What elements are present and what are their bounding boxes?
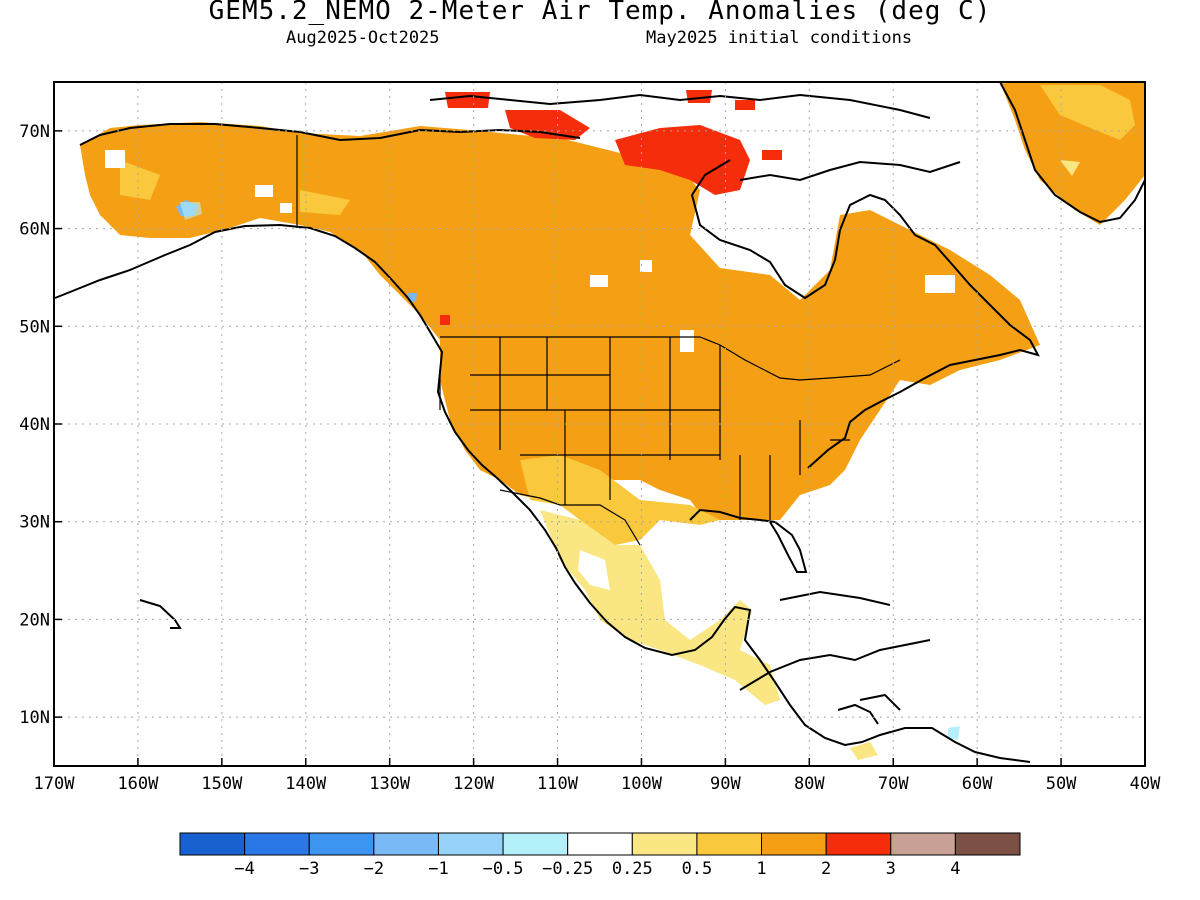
colorbar-label: 4 (950, 859, 960, 879)
initial-conditions: May2025 initial conditions (646, 28, 913, 48)
lon-label: 90W (710, 774, 741, 794)
anomaly-field (80, 82, 1145, 760)
colorbar-swatch (890, 832, 956, 856)
lon-label: 170W (34, 774, 76, 794)
lon-label: 50W (1046, 774, 1077, 794)
colorbar-label: −2 (364, 859, 384, 879)
colorbar-label: 3 (886, 859, 896, 879)
colorbar-swatch (696, 832, 763, 856)
lon-label: 130W (369, 774, 411, 794)
colorbar-swatch (567, 832, 633, 856)
colorbar-label: 0.25 (612, 859, 653, 879)
lat-label: 30N (19, 513, 50, 533)
lon-label: 80W (794, 774, 825, 794)
colorbar-swatch (631, 832, 698, 856)
borders (296, 135, 901, 546)
lon-label: 70W (878, 774, 909, 794)
lon-label: 110W (537, 774, 579, 794)
lat-label: 70N (19, 122, 50, 142)
colorbar-swatch (825, 832, 892, 856)
colorbar-swatch (954, 832, 1021, 856)
colorbar-label: −0.25 (542, 859, 593, 879)
lon-label: 100W (621, 774, 663, 794)
colorbar-swatch (308, 832, 375, 856)
colorbar: −4 −3 −2 −1 −0.5 −0.25 0.25 0.5 1 2 3 4 (179, 832, 1021, 879)
longitude-labels: 170W 160W 150W 140W 130W 120W 110W 100W 90W 80W 70… (34, 758, 1161, 794)
anomaly-region-pale-yellow (540, 510, 780, 705)
lon-label: 60W (962, 774, 993, 794)
lon-label: 40W (1130, 774, 1161, 794)
colorbar-swatch (179, 832, 246, 856)
lon-label: 140W (285, 774, 327, 794)
colorbar-swatch (244, 832, 310, 856)
colorbar-swatch (502, 832, 569, 856)
lon-label: 160W (117, 774, 159, 794)
colorbar-label: −0.5 (483, 859, 524, 879)
latitude-labels: 70N 60N 50N 40N 30N 20N 10N (19, 122, 62, 728)
colorbar-label: 0.5 (682, 859, 713, 879)
lat-label: 10N (19, 708, 50, 728)
colorbar-label: −3 (299, 859, 319, 879)
lat-label: 40N (19, 415, 50, 435)
colorbar-swatch (437, 832, 504, 856)
lon-label: 120W (453, 774, 495, 794)
chart-title: GEM5.2_NEMO 2-Meter Air Temp. Anomalies … (208, 0, 992, 26)
anomaly-region-light-orange (520, 455, 720, 545)
anomaly-region-red (615, 125, 750, 195)
colorbar-label: 2 (821, 859, 831, 879)
colorbar-swatch (373, 832, 439, 856)
lon-label: 150W (201, 774, 243, 794)
coastlines (54, 82, 1145, 763)
lat-label: 20N (19, 610, 50, 630)
colorbar-label: −4 (234, 859, 254, 879)
colorbar-label: 1 (756, 859, 766, 879)
lat-label: 50N (19, 317, 50, 337)
colorbar-swatch (761, 832, 827, 856)
colorbar-label: −1 (428, 859, 448, 879)
lat-label: 60N (19, 220, 50, 240)
valid-period: Aug2025-Oct2025 (286, 28, 440, 48)
